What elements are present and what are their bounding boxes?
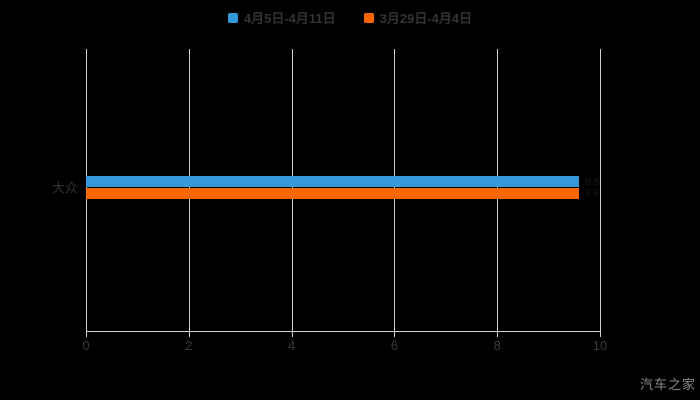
y-axis-category-label: 大众 [51, 180, 78, 196]
x-tick-label: 4 [287, 338, 296, 353]
x-tick-label: 0 [82, 338, 90, 353]
x-tick [600, 332, 601, 337]
plot-area: 9.6 9.6 [86, 49, 601, 331]
legend-marker-blue-icon [227, 12, 238, 23]
bar-series-0[interactable] [86, 176, 580, 187]
legend: 4月5日-4月11日 3月29日-4月4日 [0, 8, 700, 27]
legend-label: 4月5日-4月11日 [243, 11, 336, 26]
x-tick-label: 6 [390, 338, 399, 353]
legend-marker-orange-icon [363, 12, 374, 23]
watermark-text: 汽车之家 [639, 377, 696, 392]
legend-label: 3月29日-4月4日 [379, 11, 473, 26]
x-tick-label: 10 [592, 338, 608, 353]
x-tick [394, 332, 396, 337]
gridline [600, 49, 601, 331]
legend-item-week-previous[interactable]: 3月29日-4月4日 [363, 8, 473, 27]
x-tick-label: 8 [493, 338, 501, 353]
x-tick [188, 332, 190, 337]
x-tick [86, 332, 87, 337]
bar-value-label: 9.6 [584, 187, 600, 200]
bar-value-label: 9.6 [584, 175, 600, 188]
legend-item-week-current[interactable]: 4月5日-4月11日 [227, 8, 336, 27]
x-tick [497, 332, 499, 337]
x-tick-label: 2 [185, 338, 193, 353]
x-tick [291, 332, 293, 337]
x-axis-line [86, 331, 601, 332]
bar-series-1[interactable] [86, 188, 580, 199]
